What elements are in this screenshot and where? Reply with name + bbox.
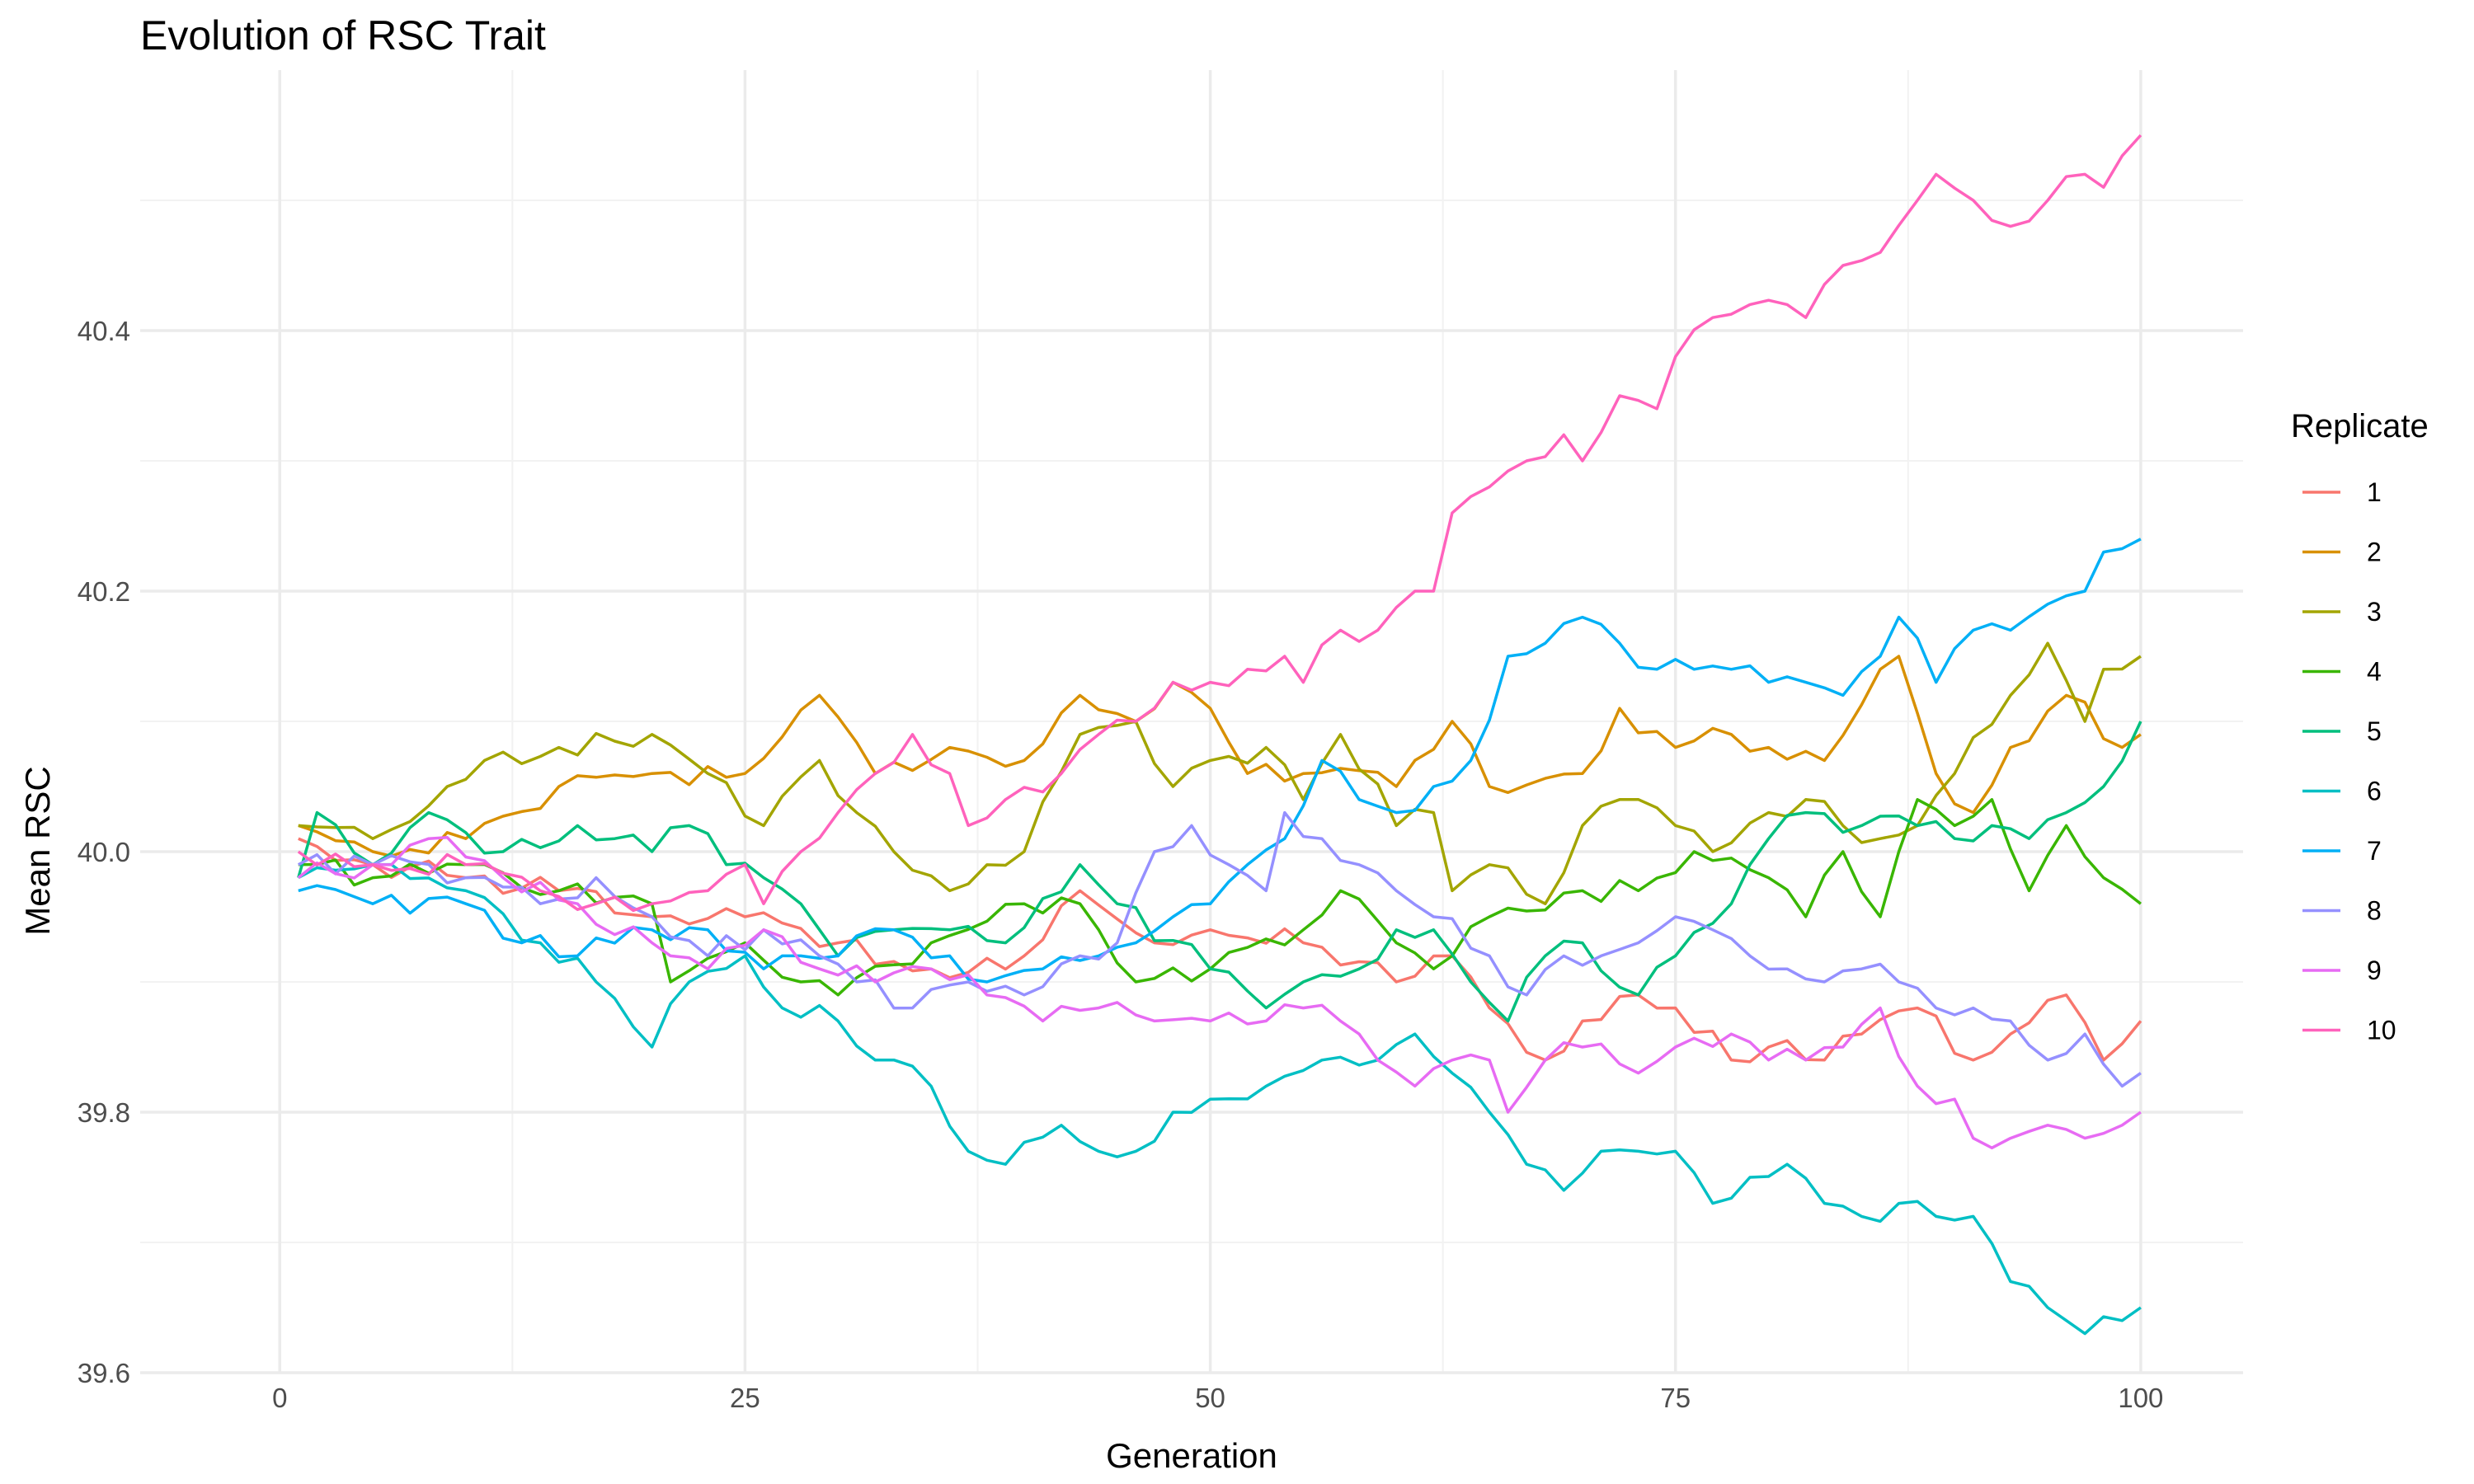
- y-tick-label: 39.8: [78, 1097, 130, 1128]
- x-tick-label: 75: [1660, 1383, 1691, 1413]
- series-line-1: [298, 837, 2142, 1064]
- series-line-2: [298, 655, 2142, 858]
- chart-title: Evolution of RSC Trait: [140, 12, 546, 59]
- y-tick-label: 40.2: [78, 576, 130, 607]
- series-line-9: [297, 835, 2142, 1150]
- series-line-8: [297, 810, 2142, 1088]
- legend-label-2: 2: [2367, 538, 2382, 567]
- legend-label-8: 8: [2367, 896, 2382, 926]
- legend-label-3: 3: [2367, 597, 2382, 627]
- x-axis-ticks: 0 25 50 75 100: [272, 1383, 2163, 1413]
- y-tick-label: 40.4: [78, 316, 130, 346]
- series-line-6: [297, 862, 2142, 1336]
- series-line-3: [298, 641, 2142, 905]
- legend-items: 1 2 3 4 5 6 7 8 9 10: [2302, 477, 2396, 1045]
- y-tick-label: 39.6: [78, 1358, 130, 1388]
- series-lines: [297, 134, 2142, 1336]
- x-tick-label: 50: [1195, 1383, 1225, 1413]
- legend-label-1: 1: [2367, 477, 2382, 507]
- legend-title: Replicate: [2291, 408, 2429, 444]
- series-line-5: [297, 721, 2142, 1023]
- y-tick-label: 40.0: [78, 837, 130, 867]
- legend-label-5: 5: [2367, 716, 2382, 746]
- x-tick-label: 100: [2118, 1383, 2163, 1413]
- legend: Replicate 1 2 3 4 5 6 7 8 9 10: [2291, 408, 2429, 1045]
- y-axis-label: Mean RSC: [18, 766, 57, 935]
- y-axis-ticks: 39.6 39.8 40.0 40.2 40.4: [78, 316, 130, 1388]
- legend-label-9: 9: [2367, 956, 2382, 985]
- legend-label-10: 10: [2367, 1016, 2396, 1045]
- series-line-10: [297, 134, 2142, 913]
- grid-minor: [140, 70, 2243, 1373]
- legend-label-4: 4: [2367, 657, 2382, 687]
- x-axis-label: Generation: [1106, 1436, 1277, 1475]
- x-tick-label: 0: [272, 1383, 287, 1413]
- legend-label-7: 7: [2367, 836, 2382, 866]
- legend-label-6: 6: [2367, 777, 2382, 806]
- series-line-7: [298, 538, 2142, 984]
- x-tick-label: 25: [730, 1383, 760, 1413]
